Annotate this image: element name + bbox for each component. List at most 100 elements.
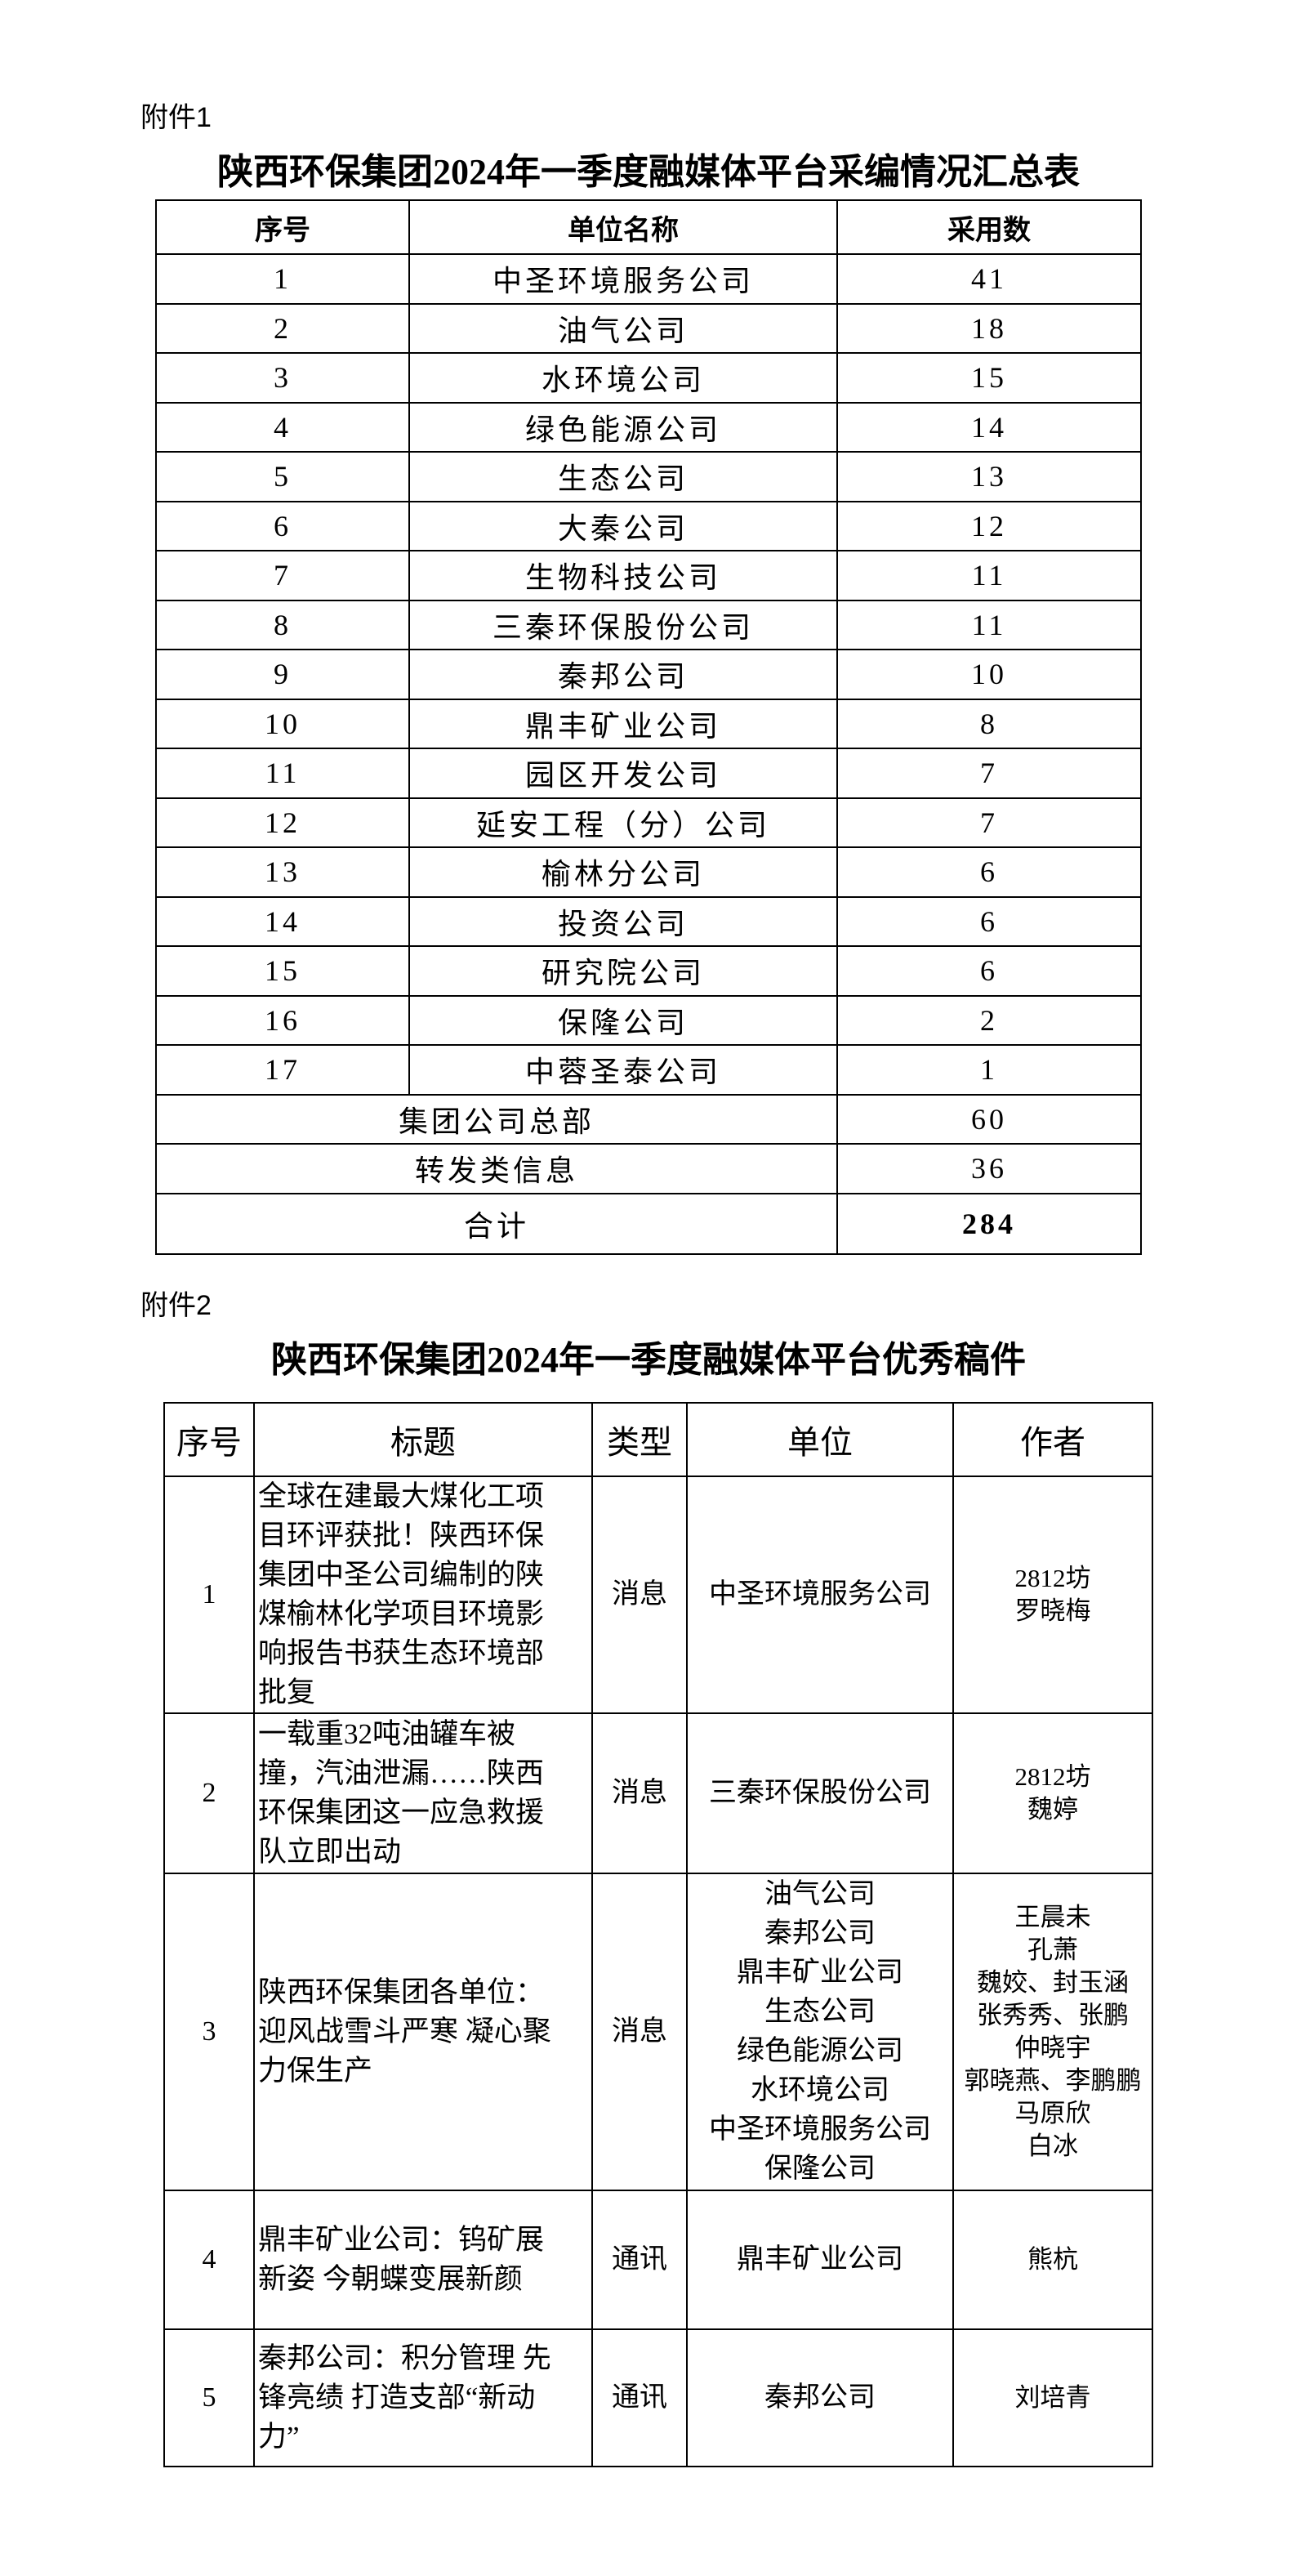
table-row: 2 油气公司 18 xyxy=(155,302,1142,354)
row-no: 16 xyxy=(155,994,410,1046)
table-row: 16 保隆公司 2 xyxy=(155,994,1142,1046)
title-line: 锋亮绩 打造支部“新动 xyxy=(258,2382,536,2413)
row-no: 6 xyxy=(155,500,410,551)
total-label: 合计 xyxy=(155,1192,838,1255)
row-no: 1 xyxy=(155,253,410,305)
row-count: 13 xyxy=(836,451,1142,502)
title-line: 队立即出动 xyxy=(258,1836,402,1868)
author-line: 孔萧 xyxy=(1027,1935,1078,1964)
title-line: 力保生产 xyxy=(258,2055,373,2087)
title-line: 集团中圣公司编制的陕 xyxy=(258,1559,545,1591)
row-unit: 生态公司 xyxy=(408,451,838,502)
author-line: 2812坊 xyxy=(1014,1762,1091,1791)
row-no: 5 xyxy=(163,2328,255,2467)
row-count: 18 xyxy=(836,302,1142,354)
unit-line: 保隆公司 xyxy=(764,2154,876,2184)
row-count: 41 xyxy=(836,253,1142,305)
row-units: 三秦环保股份公司 xyxy=(686,1712,954,1874)
row-no: 8 xyxy=(155,599,410,650)
title-line: 煤榆林化学项目环境影 xyxy=(258,1598,545,1630)
author-line: 熊杭 xyxy=(1027,2245,1078,2274)
row-no: 7 xyxy=(155,550,410,601)
row-no: 10 xyxy=(155,698,410,749)
total-count: 284 xyxy=(836,1192,1142,1255)
row-unit: 保隆公司 xyxy=(408,994,838,1046)
table-row: 13 榆林分公司 6 xyxy=(155,846,1142,898)
excellent-articles-table: 序号 标题 类型 单位 作者 1 全球在建最大煤化工项 目环评获批！陕西环保 集团中圣… xyxy=(163,1402,1153,2467)
author-line: 仲晓宇 xyxy=(1014,2034,1091,2062)
row-no: 9 xyxy=(155,649,410,700)
table-row: 4 鼎丰矿业公司：钨矿展 新姿 今朝蝶变展新颜 通讯 鼎丰矿业公司 熊杭 xyxy=(163,2190,1153,2330)
table-row: 9 秦邦公司 10 xyxy=(155,649,1142,700)
title-line: 撞，汽油泄漏……陕西 xyxy=(258,1757,545,1789)
unit-line: 中圣环境服务公司 xyxy=(709,1579,931,1609)
table-row: 5 秦邦公司：积分管理 先锋亮绩 打造支部“新动 力” 通讯 秦邦公司 刘培青 xyxy=(163,2328,1153,2467)
title-line: 批复 xyxy=(258,1676,316,1708)
row-unit: 园区开发公司 xyxy=(408,748,838,799)
row-units: 秦邦公司 xyxy=(686,2328,954,2467)
row-unit: 中蓉圣泰公司 xyxy=(408,1044,838,1096)
header-count: 采用数 xyxy=(836,199,1142,255)
table-header-row: 序号 单位名称 采用数 xyxy=(155,199,1142,255)
row-count: 11 xyxy=(836,599,1142,650)
row-count: 15 xyxy=(836,352,1142,404)
title-line: 秦邦公司：积分管理 先 xyxy=(258,2342,551,2374)
row-no: 2 xyxy=(155,302,410,354)
row-no: 12 xyxy=(155,797,410,848)
row-type: 消息 xyxy=(591,1476,688,1714)
title-line: 目环评获批！陕西环保 xyxy=(258,1520,545,1551)
row-unit: 大秦公司 xyxy=(408,500,838,551)
table-row: 转发类信息 36 xyxy=(155,1143,1142,1194)
title-line: 力” xyxy=(258,2421,300,2453)
row-count: 6 xyxy=(836,895,1142,947)
row-count: 8 xyxy=(836,698,1142,749)
author-line: 刘培青 xyxy=(1014,2383,1091,2412)
row-no: 13 xyxy=(155,846,410,898)
author-line: 王晨未 xyxy=(1014,1903,1091,1931)
author-line: 2812坊 xyxy=(1014,1564,1091,1592)
unit-line: 生态公司 xyxy=(764,1997,876,2027)
row-unit: 绿色能源公司 xyxy=(408,401,838,453)
summary-table: 序号 单位名称 采用数 1 中圣环境服务公司 41 2 油气公司 18 3 水环境公司 15 4 绿… xyxy=(155,199,1142,1255)
unit-line: 鼎丰矿业公司 xyxy=(737,1958,903,1988)
row-authors: 熊杭 xyxy=(952,2190,1153,2330)
unit-line: 秦邦公司 xyxy=(764,2382,876,2413)
unit-line: 鼎丰矿业公司 xyxy=(737,2244,903,2275)
row-count: 36 xyxy=(836,1143,1142,1194)
title-line: 环保集团这一应急救援 xyxy=(258,1797,545,1828)
row-count: 11 xyxy=(836,550,1142,601)
attachment1-title: 陕西环保集团2024年一季度融媒体平台采编情况汇总表 xyxy=(217,152,1080,192)
author-line: 马原欣 xyxy=(1014,2099,1091,2127)
row-unit: 鼎丰矿业公司 xyxy=(408,698,838,749)
table-row: 1 全球在建最大煤化工项 目环评获批！陕西环保 集团中圣公司编制的陕 煤榆林化学项目环境… xyxy=(163,1476,1153,1714)
row-units: 油气公司 秦邦公司 鼎丰矿业公司 生态公司 绿色能源公司 水环境公司 中圣环境服务公司 保隆公… xyxy=(686,1873,954,2191)
table-row: 3 水环境公司 15 xyxy=(155,352,1142,404)
table-row: 15 研究院公司 6 xyxy=(155,945,1142,997)
row-count: 2 xyxy=(836,994,1142,1046)
author-line: 白冰 xyxy=(1027,2132,1078,2160)
unit-line: 绿色能源公司 xyxy=(737,2036,903,2066)
row-type: 通讯 xyxy=(591,2328,688,2467)
header-no: 序号 xyxy=(155,199,410,255)
row-no: 3 xyxy=(155,352,410,404)
unit-line: 油气公司 xyxy=(764,1879,876,1909)
row-count: 14 xyxy=(836,401,1142,453)
author-line: 张秀秀、张鹏 xyxy=(977,2001,1129,2029)
attachment2-label: 附件2 xyxy=(140,1290,212,1321)
table-row: 集团公司总部 60 xyxy=(155,1093,1142,1145)
row-unit: 生物科技公司 xyxy=(408,550,838,601)
table-row: 17 中蓉圣泰公司 1 xyxy=(155,1044,1142,1096)
row-no: 3 xyxy=(163,1873,255,2191)
table-row: 3 陕西环保集团各单位： 迎风战雪斗严寒 凝心聚 力保生产 消息 油气公司 秦邦公司 鼎丰矿业… xyxy=(163,1873,1153,2191)
row-unit: 秦邦公司 xyxy=(408,649,838,700)
row-no: 5 xyxy=(155,451,410,502)
table-row: 10 鼎丰矿业公司 8 xyxy=(155,698,1142,749)
attachment2-title: 陕西环保集团2024年一季度融媒体平台优秀稿件 xyxy=(271,1340,1026,1380)
header-title: 标题 xyxy=(253,1402,593,1477)
row-unit: 三秦环保股份公司 xyxy=(408,599,838,650)
row-type: 通讯 xyxy=(591,2190,688,2330)
title-line: 新姿 今朝蝶变展新颜 xyxy=(258,2263,523,2295)
table-row: 5 生态公司 13 xyxy=(155,451,1142,502)
title-line: 鼎丰矿业公司：钨矿展 xyxy=(258,2224,545,2256)
table-row: 1 中圣环境服务公司 41 xyxy=(155,253,1142,305)
